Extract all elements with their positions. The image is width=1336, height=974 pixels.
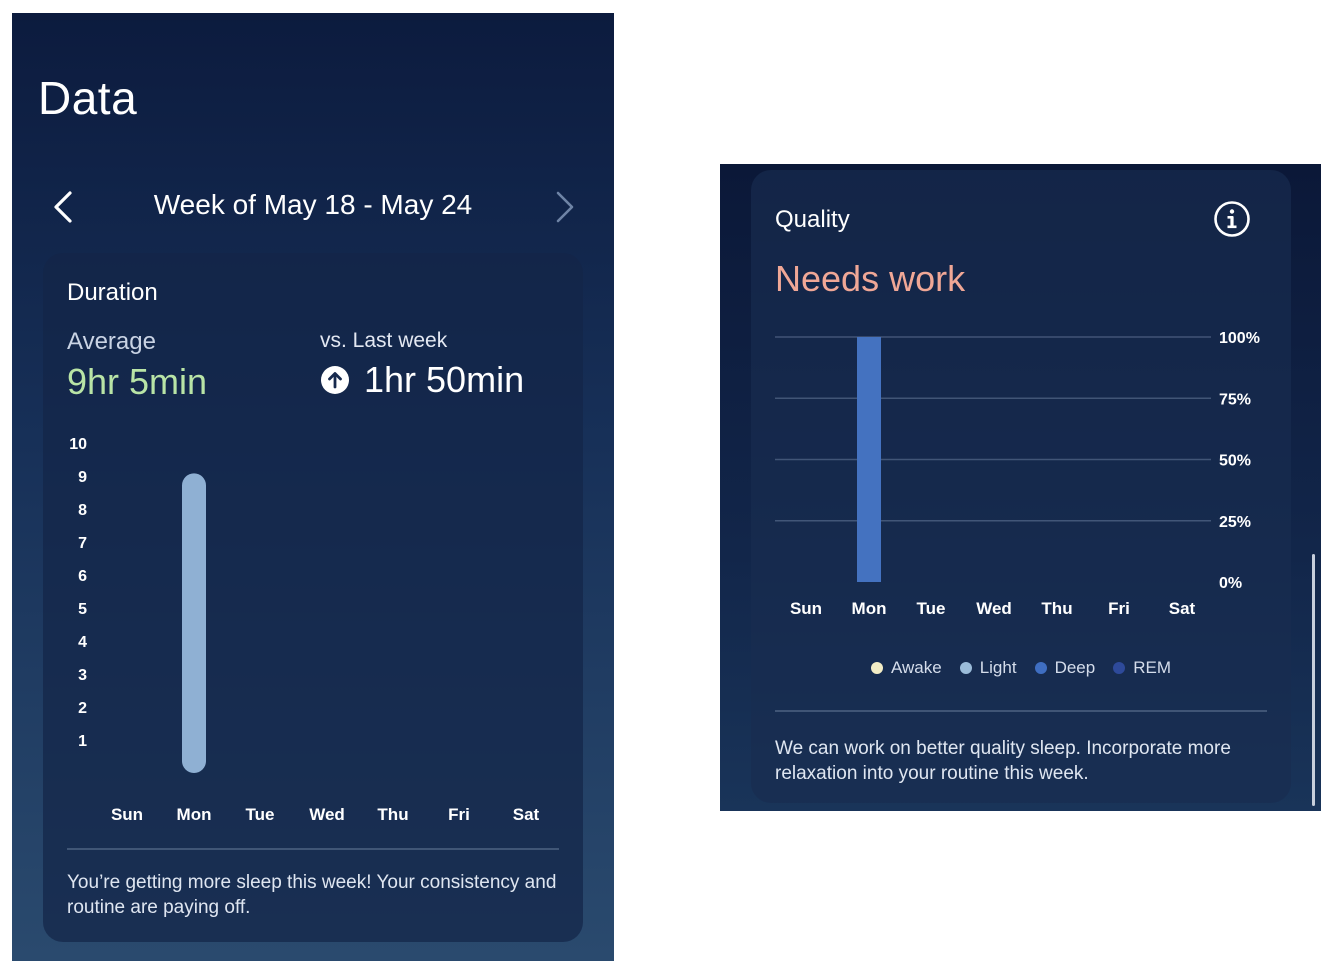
x-tick-label: Fri: [1108, 599, 1130, 618]
y-tick-label: 7: [78, 535, 87, 552]
average-label: Average: [67, 328, 156, 355]
page-title: Data: [38, 72, 138, 124]
bar: [857, 337, 881, 582]
legend-label: Light: [979, 658, 1017, 677]
quality-note: We can work on better quality sleep. Inc…: [775, 738, 1231, 784]
x-tick-label: Mon: [852, 599, 887, 618]
x-tick-label: Sat: [513, 805, 540, 824]
quality-card: Quality Needs work 100% 75% 50% 25% 0% Sun Mon…: [751, 170, 1291, 803]
y-tick-label: 0%: [1219, 575, 1242, 592]
y-tick-label: 6: [78, 568, 87, 585]
legend-item-rem: REM: [1113, 658, 1171, 678]
x-tick-label: Sun: [790, 599, 822, 618]
y-tick-label: 10: [69, 436, 87, 453]
average-value: 9hr 5min: [67, 361, 208, 402]
x-tick-label: Wed: [976, 599, 1012, 618]
chart-legend: Awake Light Deep REM: [751, 658, 1291, 678]
y-tick-label: 1: [78, 733, 87, 750]
legend-dot: [959, 662, 972, 674]
x-tick-label: Thu: [1041, 599, 1072, 618]
legend-item-light: Light: [959, 658, 1017, 678]
y-tick-label: 5: [78, 601, 87, 618]
x-tick-label: Tue: [917, 599, 946, 618]
divider: [775, 710, 1267, 712]
y-tick-label: 9: [78, 469, 87, 486]
scrollbar[interactable]: [1312, 554, 1315, 806]
duration-card: Duration Average 9hr 5min vs. Last week …: [43, 253, 583, 942]
vs-last-week-value: 1hr 50min: [364, 359, 525, 400]
quality-screen: Quality Needs work 100% 75% 50% 25% 0% Sun Mon…: [720, 164, 1321, 811]
y-tick-label: 2: [78, 700, 87, 717]
y-tick-label: 100%: [1219, 330, 1260, 347]
legend-dot: [1034, 662, 1047, 674]
y-tick-label: 3: [78, 667, 87, 684]
week-range-label: Week of May 18 - May 24: [153, 189, 473, 220]
arrow-up-circle-icon: [321, 366, 349, 394]
y-tick-label: 75%: [1219, 391, 1251, 408]
chevron-right-icon[interactable]: [550, 189, 580, 225]
quality-status: Needs work: [775, 258, 966, 299]
legend-dot: [1113, 662, 1126, 674]
x-tick-label: Fri: [448, 805, 470, 824]
legend-label: REM: [1133, 658, 1171, 677]
divider: [67, 848, 559, 850]
y-tick-label: 8: [78, 502, 87, 519]
quality-title: Quality: [775, 206, 850, 233]
y-tick-label: 25%: [1219, 514, 1251, 531]
chevron-left-icon[interactable]: [48, 189, 78, 225]
x-tick-label: Wed: [309, 805, 345, 824]
legend-dot: [870, 662, 883, 674]
x-tick-label: Thu: [377, 805, 408, 824]
duration-screen: Data Week of May 18 - May 24 Duration Av…: [12, 13, 614, 961]
x-tick-label: Tue: [246, 805, 275, 824]
legend-label: Deep: [1054, 658, 1096, 677]
duration-note: You’re getting more sleep this week! You…: [67, 872, 557, 918]
legend-label: Awake: [890, 658, 942, 677]
bar: [182, 473, 206, 773]
x-tick-label: Mon: [177, 805, 212, 824]
x-tick-label: Sun: [111, 805, 143, 824]
y-tick-label: 4: [78, 634, 87, 651]
duration-title: Duration: [67, 279, 158, 306]
x-tick-label: Sat: [1169, 599, 1196, 618]
y-tick-label: 50%: [1219, 453, 1251, 470]
vs-last-week-label: vs. Last week: [320, 329, 448, 352]
info-icon[interactable]: [1213, 200, 1251, 238]
duration-chart: 10 9 8 7 6 5 4 3 2 1 Sun Mon Tue Wed Thu Fri Sat: [69, 436, 540, 824]
legend-item-deep: Deep: [1034, 658, 1096, 678]
quality-chart: 100% 75% 50% 25% 0% Sun Mon Tue Wed Thu Fri Sat: [775, 330, 1260, 618]
vs-last-week-row: 1hr 50min: [320, 359, 524, 401]
legend-item-awake: Awake: [870, 658, 942, 678]
